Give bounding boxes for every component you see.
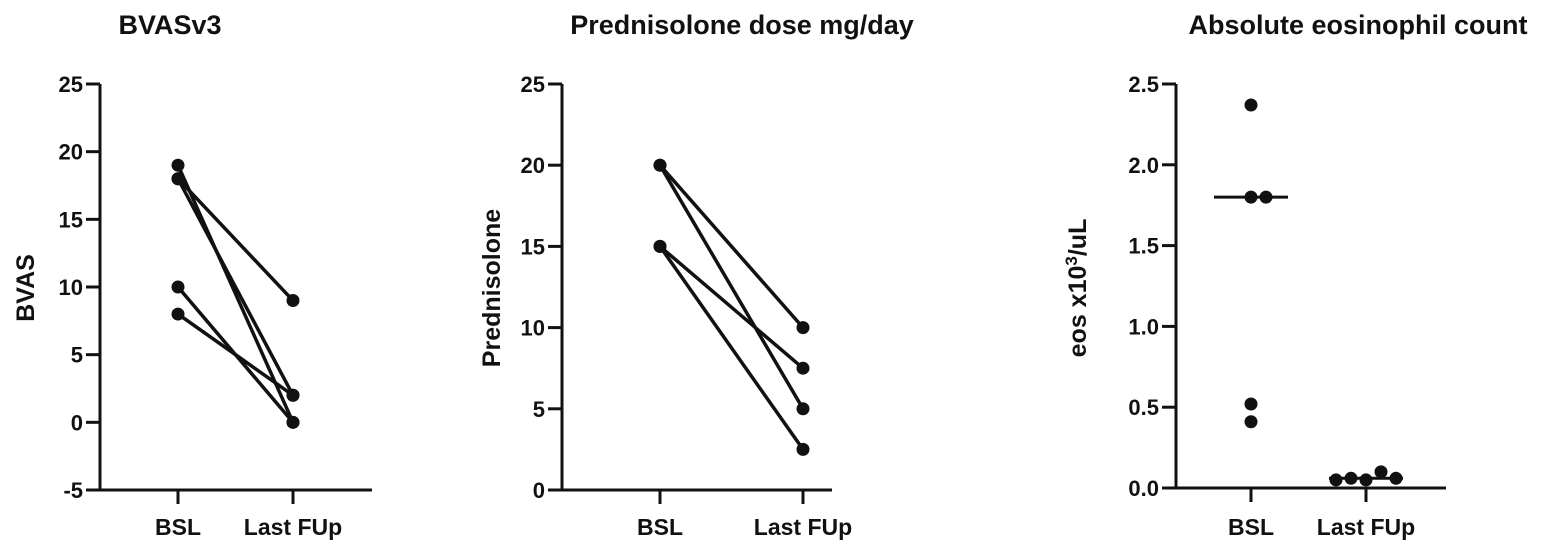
data-point (796, 402, 810, 416)
data-point (653, 158, 667, 172)
data-point (1244, 415, 1258, 429)
y-tick-label: 1.0 (1128, 314, 1159, 339)
y-tick-label: 10 (59, 275, 83, 300)
subject-line (176, 177, 295, 397)
y-tick-label: 0 (533, 478, 545, 503)
data-point (171, 307, 185, 321)
y-axis-label: BVAS (12, 254, 40, 322)
panel-eosinophil: Absolute eosinophil count eos x103/uL BS… (1062, 10, 1528, 540)
x-tick-label: BSL (637, 514, 683, 540)
x-tick-label: Last FUp (244, 514, 342, 540)
y-tick-label: -5 (63, 478, 83, 503)
y-tick-label: 5 (71, 343, 83, 368)
subject-line (176, 164, 295, 424)
data-point (286, 415, 300, 429)
data-point (796, 361, 810, 375)
data-point (1244, 397, 1258, 411)
chart-title: Prednisolone dose mg/day (570, 10, 914, 40)
data-point (796, 321, 810, 335)
subject-line (658, 164, 805, 329)
x-tick-label: BSL (1228, 514, 1274, 540)
y-tick-label: 25 (59, 72, 83, 97)
subject-line (658, 245, 805, 451)
subject-line (658, 245, 805, 370)
data-point (653, 239, 667, 253)
data-point (1244, 98, 1258, 112)
panel-prednisolone: Prednisolone dose mg/day Prednisolone BS… (478, 10, 914, 540)
data-point (286, 294, 300, 308)
chart-title: Absolute eosinophil count (1189, 10, 1528, 40)
y-tick-label: 0.5 (1128, 395, 1159, 420)
subject-line (176, 312, 295, 397)
data-point (1244, 190, 1258, 204)
data-point (1259, 190, 1273, 204)
data-point (1344, 471, 1358, 485)
panel-bvas: BVASv3 BVAS BSL Last FUp -5 0 5 10 15 20 25 (12, 10, 372, 540)
y-axis-label-sup: 3 (1062, 256, 1081, 265)
y-tick-label: 2.0 (1128, 153, 1159, 178)
y-axis-label-suffix: /uL (1064, 219, 1092, 257)
y-axis-label: Prednisolone (478, 209, 506, 367)
data-point (1389, 471, 1403, 485)
subject-line (176, 177, 295, 302)
y-tick-label: 1.5 (1128, 234, 1159, 259)
y-tick-label: 5 (533, 397, 545, 422)
y-axis-label: eos x103/uL (1062, 219, 1093, 358)
data-point (1359, 473, 1373, 487)
y-tick-label: 20 (521, 153, 545, 178)
data-point (1329, 473, 1343, 487)
data-point (171, 172, 185, 186)
data-point (796, 442, 810, 456)
data-point (1374, 465, 1388, 479)
y-tick-label: 15 (521, 234, 545, 259)
data-point (171, 280, 185, 294)
x-tick-label: Last FUp (754, 514, 852, 540)
y-tick-label: 0.0 (1128, 476, 1159, 501)
x-tick-label: BSL (155, 514, 201, 540)
x-tick-label: Last FUp (1317, 514, 1415, 540)
subject-line (658, 164, 805, 410)
y-tick-label: 10 (521, 316, 545, 341)
chart-title: BVASv3 (118, 10, 221, 40)
data-point (171, 158, 185, 172)
y-tick-label: 25 (521, 72, 545, 97)
y-tick-label: 15 (59, 207, 83, 232)
data-point (286, 388, 300, 402)
y-tick-label: 0 (71, 410, 83, 435)
y-tick-label: 20 (59, 140, 83, 165)
y-tick-label: 2.5 (1128, 72, 1159, 97)
y-axis-label-main: eos x10 (1064, 266, 1092, 358)
